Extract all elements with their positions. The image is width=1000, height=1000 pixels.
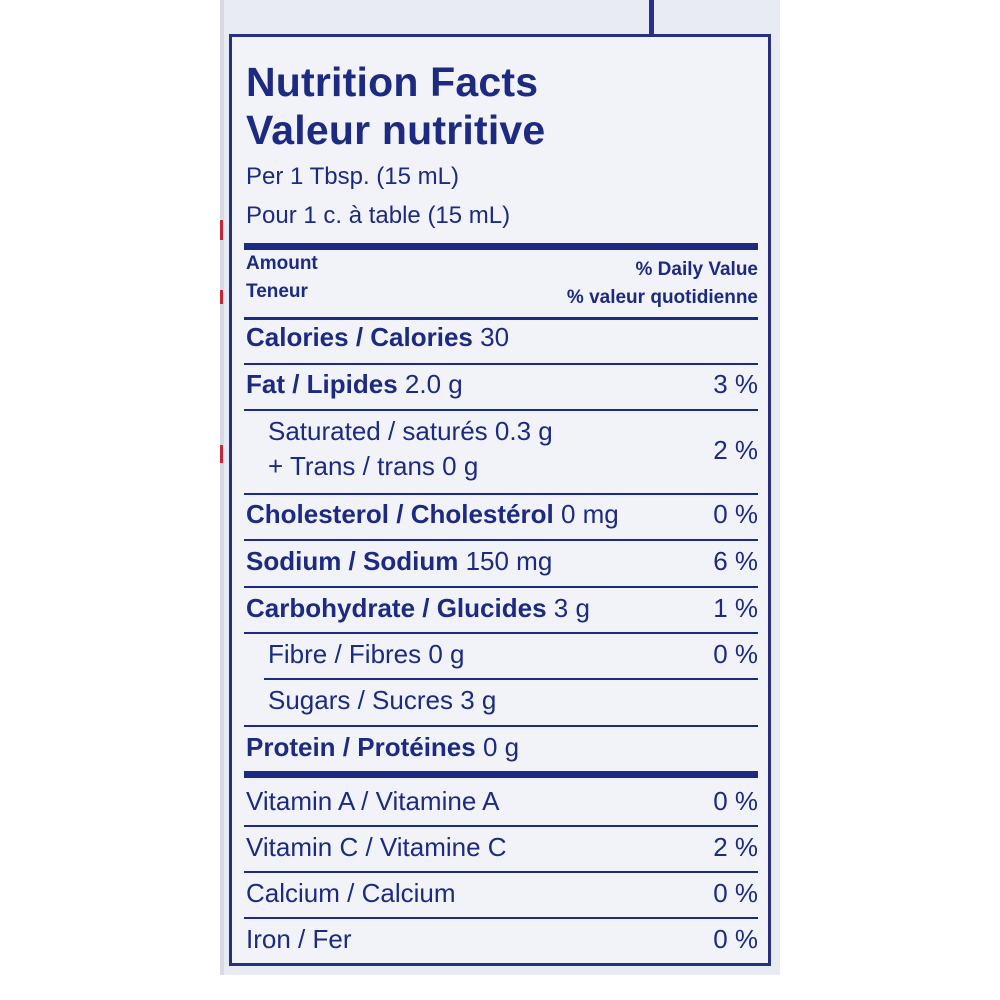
saturated-trans-row: Saturated / saturés 0.3 g + Trans / tran…: [244, 414, 758, 484]
vitamin-c-label: Vitamin C / Vitamine C: [246, 832, 507, 862]
cholesterol-daily-value: 0 %: [713, 499, 758, 529]
carbohydrate-daily-value: 1 %: [713, 593, 758, 623]
daily-value-header-french: % valeur quotidienne: [566, 287, 758, 308]
divider: [244, 539, 758, 541]
amount-header-english: Amount: [246, 253, 318, 274]
sodium-label: Sodium / Sodium: [246, 546, 459, 576]
divider: [244, 363, 758, 365]
divider: [244, 725, 758, 727]
divider: [244, 586, 758, 588]
calories-amount: 30: [480, 322, 510, 352]
divider: [244, 493, 758, 495]
sugars-label: Sugars / Sucres 3 g: [268, 685, 497, 715]
serving-size-english: Per 1 Tbsp. (15 mL): [246, 163, 459, 190]
title-english: Nutrition Facts: [246, 59, 539, 105]
red-print-mark: [220, 290, 223, 304]
iron-daily-value: 0 %: [713, 924, 758, 954]
vitamin-a-label: Vitamin A / Vitamine A: [246, 786, 500, 816]
package-edge: [220, 0, 224, 975]
divider: [244, 871, 758, 873]
vitamin-a-daily-value: 0 %: [713, 786, 758, 816]
carbohydrate-label: Carbohydrate / Glucides: [246, 593, 547, 623]
thick-divider: [244, 771, 758, 778]
nutrition-facts-panel: Nutrition Facts Valeur nutritive Per 1 T…: [229, 34, 771, 966]
red-print-mark: [220, 445, 223, 463]
calories-label: Calories / Calories: [246, 322, 473, 352]
fibre-label: Fibre / Fibres 0 g: [268, 639, 465, 669]
divider: [244, 409, 758, 411]
amount-header-french: Teneur: [246, 281, 308, 302]
cholesterol-amount: 0 mg: [560, 499, 619, 529]
daily-value-header-english: % Daily Value: [635, 259, 758, 280]
calcium-daily-value: 0 %: [713, 878, 758, 908]
title-french: Valeur nutritive: [246, 107, 546, 153]
divider: [244, 917, 758, 919]
divider: [264, 678, 758, 680]
saturated-trans-daily-value: 2 %: [713, 435, 758, 465]
divider: [244, 317, 758, 320]
protein-amount: 0 g: [482, 732, 520, 762]
cholesterol-label: Cholesterol / Cholestérol: [246, 499, 554, 529]
thick-divider: [244, 243, 758, 250]
carbohydrate-amount: 3 g: [553, 593, 590, 623]
fibre-daily-value: 0 %: [713, 639, 758, 669]
fat-label: Fat / Lipides: [246, 369, 398, 399]
fat-amount: 2.0 g: [404, 369, 463, 399]
divider: [244, 632, 758, 634]
sodium-daily-value: 6 %: [713, 546, 758, 576]
iron-label: Iron / Fer: [246, 924, 352, 954]
sodium-amount: 150 mg: [465, 546, 553, 576]
fat-daily-value: 3 %: [713, 369, 758, 399]
protein-label: Protein / Protéines: [246, 732, 476, 762]
red-print-mark: [220, 220, 223, 240]
divider: [244, 825, 758, 827]
saturated-label: Saturated / saturés 0.3 g: [268, 416, 553, 446]
trans-label: + Trans / trans 0 g: [268, 451, 479, 481]
top-print-mark: [649, 0, 654, 36]
calcium-label: Calcium / Calcium: [246, 878, 456, 908]
vitamin-c-daily-value: 2 %: [713, 832, 758, 862]
serving-size-french: Pour 1 c. à table (15 mL): [246, 202, 511, 229]
